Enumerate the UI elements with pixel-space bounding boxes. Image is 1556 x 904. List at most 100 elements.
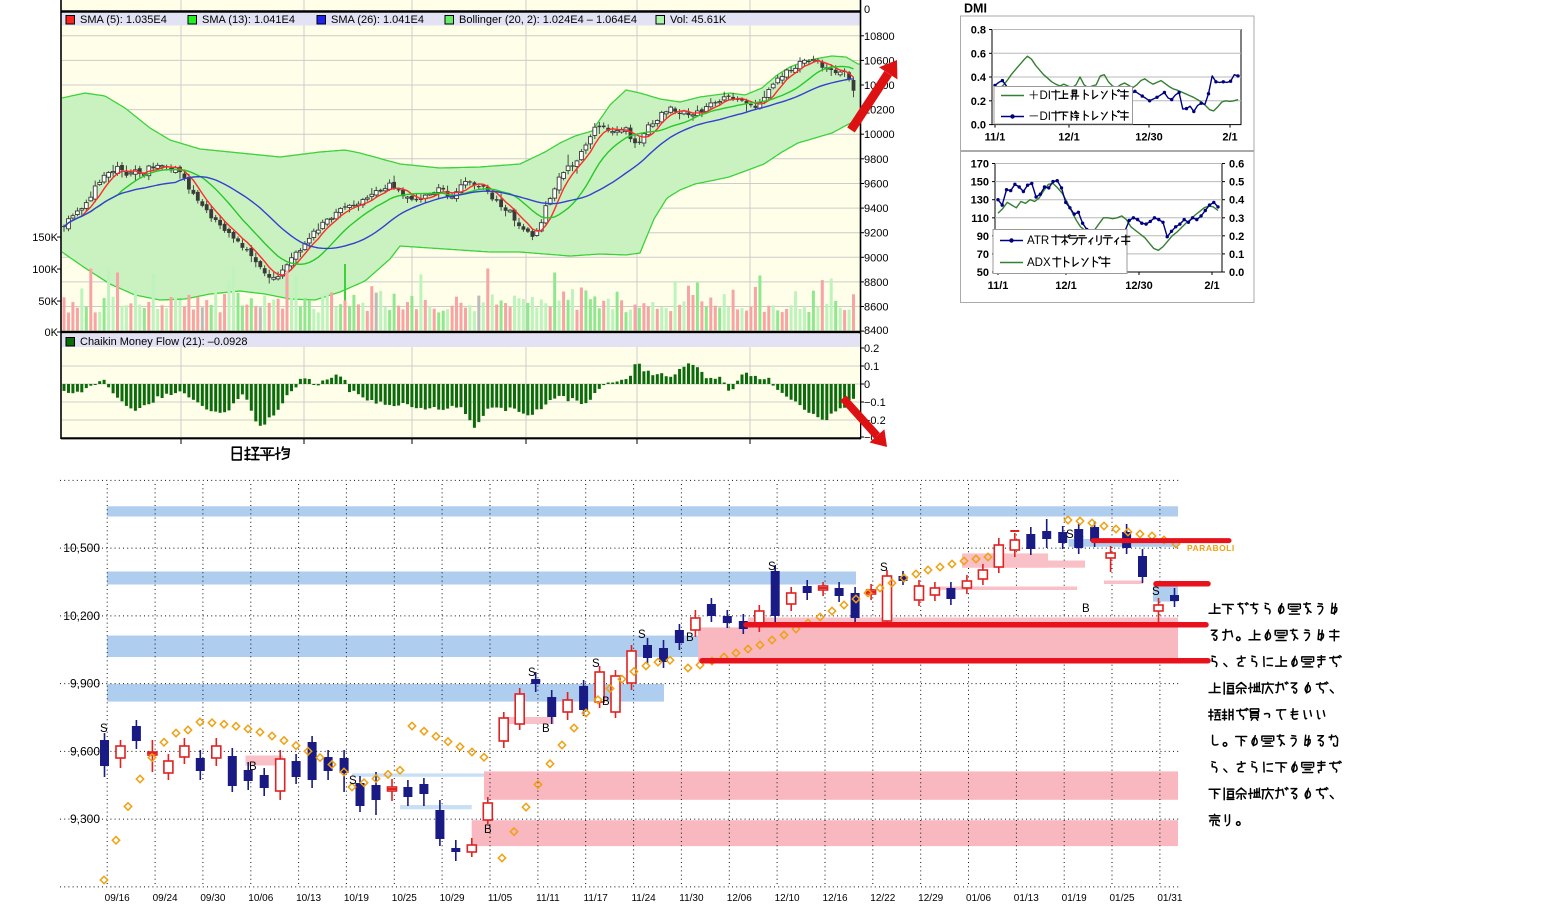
svg-text:0.1: 0.1 [1229, 249, 1244, 261]
svg-text:SMA (13): 1.041E4: SMA (13): 1.041E4 [202, 14, 295, 26]
svg-text:50K: 50K [38, 296, 58, 308]
svg-text:S: S [349, 775, 357, 787]
svg-text:DMI: DMI [964, 2, 987, 16]
svg-text:2/1: 2/1 [1204, 280, 1219, 292]
svg-text:11/11: 11/11 [536, 893, 560, 904]
svg-text:S: S [100, 723, 108, 735]
svg-text:B: B [1082, 603, 1090, 615]
svg-text:8600: 8600 [864, 302, 888, 314]
svg-text:10800: 10800 [864, 31, 895, 43]
svg-text:SMA (5): 1.035E4: SMA (5): 1.035E4 [80, 14, 167, 26]
svg-text:11/1: 11/1 [988, 280, 1009, 292]
svg-text:01/06: 01/06 [966, 893, 991, 904]
svg-text:11/24: 11/24 [631, 893, 656, 904]
svg-text:0K: 0K [45, 327, 59, 339]
svg-text:10/19: 10/19 [344, 893, 369, 904]
svg-text:B: B [602, 696, 610, 708]
svg-text:12/10: 12/10 [775, 893, 800, 904]
svg-text:70: 70 [977, 249, 989, 261]
svg-text:Chaikin Money Flow (21): –0.09: Chaikin Money Flow (21): –0.0928 [80, 336, 248, 348]
svg-text:S: S [880, 562, 888, 574]
svg-text:0.5: 0.5 [1229, 177, 1244, 189]
svg-text:B: B [542, 723, 550, 735]
svg-text:SMA (26): 1.041E4: SMA (26): 1.041E4 [331, 14, 424, 26]
svg-text:0.2: 0.2 [971, 96, 986, 108]
svg-text:0.0: 0.0 [971, 120, 986, 132]
svg-text:110: 110 [971, 213, 989, 225]
svg-text:9000: 9000 [864, 252, 888, 264]
svg-text:130: 130 [971, 195, 989, 207]
svg-text:10/29: 10/29 [440, 893, 465, 904]
svg-text:B: B [249, 761, 257, 773]
svg-text:170: 170 [971, 159, 989, 171]
svg-text:0.6: 0.6 [971, 48, 986, 60]
svg-text:10/06: 10/06 [248, 893, 273, 904]
svg-text:10,500: 10,500 [63, 541, 100, 555]
svg-text:Vol: 45.61K: Vol: 45.61K [670, 14, 727, 26]
svg-text:0.2: 0.2 [864, 343, 879, 355]
svg-text:0.4: 0.4 [1229, 195, 1245, 207]
svg-text:12/1: 12/1 [1058, 132, 1079, 144]
svg-text:10,200: 10,200 [63, 609, 100, 623]
svg-text:100K: 100K [32, 264, 58, 276]
svg-text:9,600: 9,600 [70, 744, 100, 758]
svg-text:01/19: 01/19 [1062, 893, 1087, 904]
svg-text:0.8: 0.8 [971, 25, 986, 37]
svg-text:0.0: 0.0 [1229, 267, 1244, 279]
svg-text:0: 0 [864, 4, 870, 16]
svg-text:12/30: 12/30 [1135, 132, 1163, 144]
svg-text:0: 0 [864, 379, 870, 391]
svg-text:150K: 150K [32, 232, 58, 244]
svg-text:12/1: 12/1 [1055, 280, 1076, 292]
svg-text:12/22: 12/22 [870, 893, 895, 904]
svg-text:9600: 9600 [864, 179, 888, 191]
svg-text:S: S [768, 561, 776, 573]
svg-text:11/05: 11/05 [488, 893, 513, 904]
svg-text:ADX: ADX [1027, 257, 1051, 269]
svg-text:－DI: －DI [1028, 111, 1051, 123]
svg-text:12/29: 12/29 [918, 893, 943, 904]
svg-text:−0.1: −0.1 [864, 397, 886, 409]
svg-text:0.6: 0.6 [1229, 159, 1244, 171]
svg-text:50: 50 [977, 267, 989, 279]
svg-text:B: B [484, 824, 492, 836]
svg-text:09/24: 09/24 [153, 893, 178, 904]
svg-text:8800: 8800 [864, 277, 888, 289]
svg-text:11/30: 11/30 [679, 893, 704, 904]
svg-text:＋DI: ＋DI [1028, 90, 1051, 102]
svg-text:10/25: 10/25 [392, 893, 417, 904]
svg-text:10200: 10200 [864, 105, 895, 117]
svg-text:0.2: 0.2 [1229, 231, 1244, 243]
svg-text:8400: 8400 [864, 325, 888, 337]
svg-text:150: 150 [971, 177, 989, 189]
svg-text:10/13: 10/13 [296, 893, 321, 904]
svg-text:9,300: 9,300 [70, 812, 100, 826]
svg-text:S: S [592, 658, 600, 670]
svg-text:0.4: 0.4 [971, 72, 987, 84]
svg-text:S: S [528, 667, 536, 679]
svg-text:ATR: ATR [1027, 235, 1049, 247]
svg-text:B: B [686, 632, 694, 644]
svg-text:12/30: 12/30 [1125, 280, 1153, 292]
svg-text:10000: 10000 [864, 129, 895, 141]
svg-text:12/06: 12/06 [727, 893, 752, 904]
svg-text:11/17: 11/17 [584, 893, 609, 904]
svg-text:S: S [1066, 529, 1074, 541]
svg-text:90: 90 [977, 231, 989, 243]
svg-text:9800: 9800 [864, 154, 888, 166]
svg-text:S: S [1152, 586, 1160, 598]
svg-text:Bollinger (20, 2): 1.024E4 – 1: Bollinger (20, 2): 1.024E4 – 1.064E4 [459, 14, 637, 26]
svg-text:09/30: 09/30 [200, 893, 225, 904]
svg-text:01/31: 01/31 [1157, 893, 1182, 904]
svg-text:2/1: 2/1 [1222, 132, 1237, 144]
svg-text:01/25: 01/25 [1109, 893, 1134, 904]
svg-text:01/13: 01/13 [1014, 893, 1039, 904]
svg-text:9,900: 9,900 [70, 677, 100, 691]
svg-text:9400: 9400 [864, 203, 888, 215]
svg-text:12/16: 12/16 [822, 893, 847, 904]
svg-text:0.3: 0.3 [1229, 213, 1244, 225]
svg-text:S: S [638, 629, 646, 641]
svg-text:9200: 9200 [864, 228, 888, 240]
svg-text:09/16: 09/16 [105, 893, 130, 904]
svg-text:11/1: 11/1 [985, 132, 1006, 144]
